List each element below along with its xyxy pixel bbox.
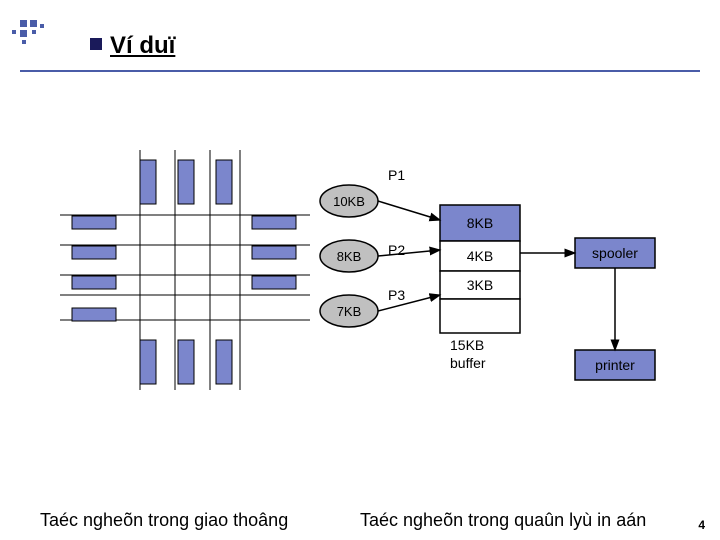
svg-text:printer: printer [595, 357, 635, 373]
svg-text:P1: P1 [388, 167, 405, 183]
svg-text:15KB: 15KB [450, 337, 484, 353]
page-title: Ví duï [110, 32, 175, 60]
svg-text:8KB: 8KB [337, 249, 362, 264]
caption-right: Taéc ngheõn trong quaûn lyù in aán [360, 510, 680, 531]
svg-text:P2: P2 [388, 242, 405, 258]
svg-text:P3: P3 [388, 287, 405, 303]
svg-text:4KB: 4KB [467, 248, 493, 264]
svg-text:spooler: spooler [592, 245, 638, 261]
svg-text:3KB: 3KB [467, 277, 493, 293]
title-bullet [90, 38, 102, 50]
header-rule [20, 70, 700, 72]
svg-text:8KB: 8KB [467, 215, 493, 231]
svg-text:10KB: 10KB [333, 194, 365, 209]
svg-text:7KB: 7KB [337, 304, 362, 319]
svg-text:buffer: buffer [450, 355, 486, 371]
caption-left: Taéc ngheõn trong giao thoâng [40, 510, 300, 531]
page-number: 4 [698, 518, 705, 532]
diagram-area: 8KB 4KB 3KB 15KB buffer 10KB P1 8KB P2 7KB P3 spool… [0, 100, 720, 440]
